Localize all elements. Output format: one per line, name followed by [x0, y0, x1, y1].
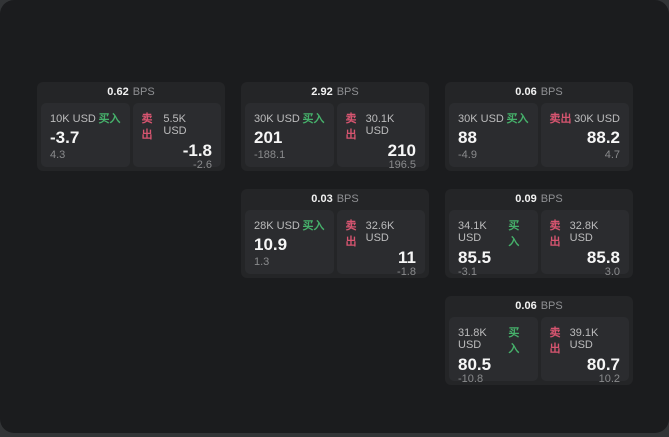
quote-card-grid: 0.62 BPS 10K USD 买入 -3.7 4.3 卖出 5.5K USD [37, 82, 633, 385]
buy-label: 买入 [98, 113, 121, 125]
sell-price: 80.7 [586, 355, 620, 374]
sell-label: 卖出 [549, 220, 561, 248]
bps-header: 0.62 BPS [41, 82, 221, 103]
buy-tile[interactable]: 31.8K USD 买入 80.5 -10.8 [449, 317, 538, 385]
bps-unit-label: BPS [540, 300, 563, 312]
buy-amount: 10K USD [50, 113, 96, 125]
buy-price: 201 [254, 128, 283, 147]
sell-amount: 30K USD [574, 113, 620, 125]
bps-header: 0.09 BPS [449, 189, 629, 210]
sell-price: 85.8 [586, 248, 620, 267]
buy-label: 买入 [302, 113, 325, 125]
buy-delta: -3.1 [458, 266, 477, 278]
sell-tile[interactable]: 卖出 39.1K USD 80.7 10.2 [540, 317, 629, 385]
bps-value: 0.09 [515, 193, 537, 205]
buy-tile[interactable]: 34.1K USD 买入 85.5 -3.1 [449, 210, 538, 278]
bps-header: 0.03 BPS [245, 189, 425, 210]
buy-amount: 30K USD [254, 113, 300, 125]
sell-delta: 4.7 [604, 149, 620, 161]
sell-price: 210 [387, 141, 416, 160]
sell-amount: 30.1K USD [365, 113, 395, 137]
buy-delta: -4.9 [458, 149, 477, 161]
sell-price: 11 [398, 248, 416, 267]
bps-header: 0.06 BPS [449, 82, 629, 103]
bps-header: 0.06 BPS [449, 296, 629, 317]
bps-value: 0.03 [311, 193, 333, 205]
buy-price: 88 [458, 128, 477, 147]
sell-amount: 32.6K USD [365, 220, 395, 244]
sell-amount: 5.5K USD [163, 113, 187, 137]
quote-card: 0.06 BPS 31.8K USD 买入 80.5 -10.8 卖出 39.1… [445, 296, 633, 385]
bps-header: 2.92 BPS [245, 82, 425, 103]
sell-delta: 3.0 [604, 266, 620, 278]
sell-tile[interactable]: 卖出 30.1K USD 210 196.5 [336, 103, 425, 171]
buy-amount: 28K USD [254, 220, 300, 232]
sell-tile[interactable]: 卖出 5.5K USD -1.8 -2.6 [132, 103, 221, 171]
buy-label: 买入 [506, 113, 529, 125]
sell-label: 卖出 [141, 113, 153, 141]
quote-card: 0.62 BPS 10K USD 买入 -3.7 4.3 卖出 5.5K USD [37, 82, 225, 171]
buy-price: 10.9 [254, 235, 288, 254]
sell-delta: -2.6 [193, 159, 212, 171]
bps-unit-label: BPS [540, 86, 563, 98]
sell-price: -1.8 [182, 141, 212, 160]
bps-value: 0.06 [515, 300, 537, 312]
sell-tile[interactable]: 卖出 32.6K USD 11 -1.8 [336, 210, 425, 278]
buy-tile[interactable]: 30K USD 买入 201 -188.1 [245, 103, 334, 167]
buy-label: 买入 [302, 220, 325, 232]
buy-amount: 30K USD [458, 113, 504, 125]
buy-price: -3.7 [50, 128, 80, 147]
sell-label: 卖出 [549, 113, 572, 125]
bps-unit-label: BPS [336, 193, 359, 205]
bps-value: 0.62 [107, 86, 129, 98]
buy-tile[interactable]: 30K USD 买入 88 -4.9 [449, 103, 538, 167]
sell-label: 卖出 [345, 113, 357, 141]
buy-delta: -188.1 [254, 149, 286, 161]
sell-amount: 32.8K USD [569, 220, 599, 244]
bps-unit-label: BPS [132, 86, 155, 98]
sell-delta: 196.5 [388, 159, 416, 171]
sell-price: 88.2 [586, 128, 620, 147]
bps-value: 0.06 [515, 86, 537, 98]
buy-delta: 1.3 [254, 256, 270, 268]
quote-card: 0.09 BPS 34.1K USD 买入 85.5 -3.1 卖出 32.8K… [445, 189, 633, 278]
quote-card: 0.06 BPS 30K USD 买入 88 -4.9 卖出 30K USD [445, 82, 633, 171]
buy-label: 买入 [508, 327, 520, 355]
buy-amount: 31.8K USD [458, 327, 487, 351]
buy-tile[interactable]: 28K USD 买入 10.9 1.3 [245, 210, 334, 274]
bps-unit-label: BPS [336, 86, 359, 98]
sell-label: 卖出 [345, 220, 357, 248]
bps-value: 2.92 [311, 86, 333, 98]
sell-tile[interactable]: 卖出 30K USD 88.2 4.7 [540, 103, 629, 167]
buy-price: 85.5 [458, 248, 492, 267]
quote-card: 0.03 BPS 28K USD 买入 10.9 1.3 卖出 32.6K US… [241, 189, 429, 278]
buy-label: 买入 [508, 220, 520, 248]
buy-amount: 34.1K USD [458, 220, 487, 244]
buy-delta: -10.8 [458, 373, 484, 385]
buy-delta: 4.3 [50, 149, 66, 161]
bps-unit-label: BPS [540, 193, 563, 205]
sell-delta: -1.8 [397, 266, 416, 278]
quote-card: 2.92 BPS 30K USD 买入 201 -188.1 卖出 30.1K … [241, 82, 429, 171]
sell-tile[interactable]: 卖出 32.8K USD 85.8 3.0 [540, 210, 629, 278]
sell-label: 卖出 [549, 327, 561, 355]
sell-amount: 39.1K USD [569, 327, 599, 351]
sell-delta: 10.2 [598, 373, 620, 385]
buy-tile[interactable]: 10K USD 买入 -3.7 4.3 [41, 103, 130, 167]
buy-price: 80.5 [458, 355, 492, 374]
